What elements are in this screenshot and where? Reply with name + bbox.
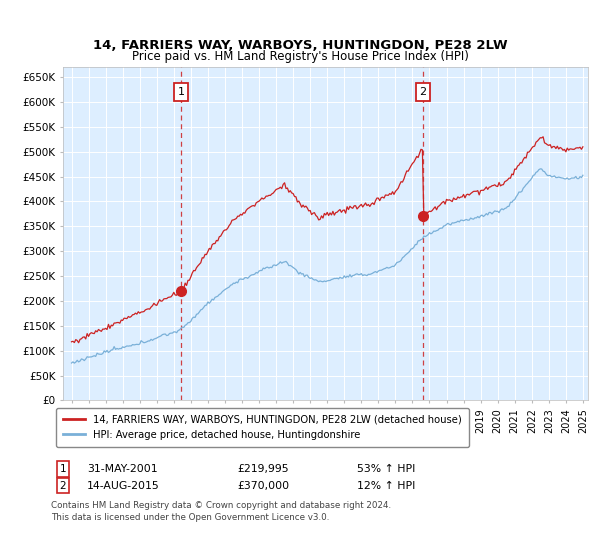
Text: 2: 2: [59, 480, 67, 491]
Text: £370,000: £370,000: [237, 480, 289, 491]
Text: 1: 1: [178, 87, 184, 97]
Legend: 14, FARRIERS WAY, WARBOYS, HUNTINGDON, PE28 2LW (detached house), HPI: Average p: 14, FARRIERS WAY, WARBOYS, HUNTINGDON, P…: [56, 408, 469, 446]
Text: 31-MAY-2001: 31-MAY-2001: [87, 464, 158, 474]
Text: 14-AUG-2015: 14-AUG-2015: [87, 480, 160, 491]
Text: 2: 2: [419, 87, 427, 97]
Text: Price paid vs. HM Land Registry's House Price Index (HPI): Price paid vs. HM Land Registry's House …: [131, 50, 469, 63]
Text: 53% ↑ HPI: 53% ↑ HPI: [357, 464, 415, 474]
Text: £219,995: £219,995: [237, 464, 289, 474]
Text: 12% ↑ HPI: 12% ↑ HPI: [357, 480, 415, 491]
Text: This data is licensed under the Open Government Licence v3.0.: This data is licensed under the Open Gov…: [51, 514, 329, 522]
Text: Contains HM Land Registry data © Crown copyright and database right 2024.: Contains HM Land Registry data © Crown c…: [51, 501, 391, 510]
Text: 14, FARRIERS WAY, WARBOYS, HUNTINGDON, PE28 2LW: 14, FARRIERS WAY, WARBOYS, HUNTINGDON, P…: [92, 39, 508, 52]
Text: 1: 1: [59, 464, 67, 474]
